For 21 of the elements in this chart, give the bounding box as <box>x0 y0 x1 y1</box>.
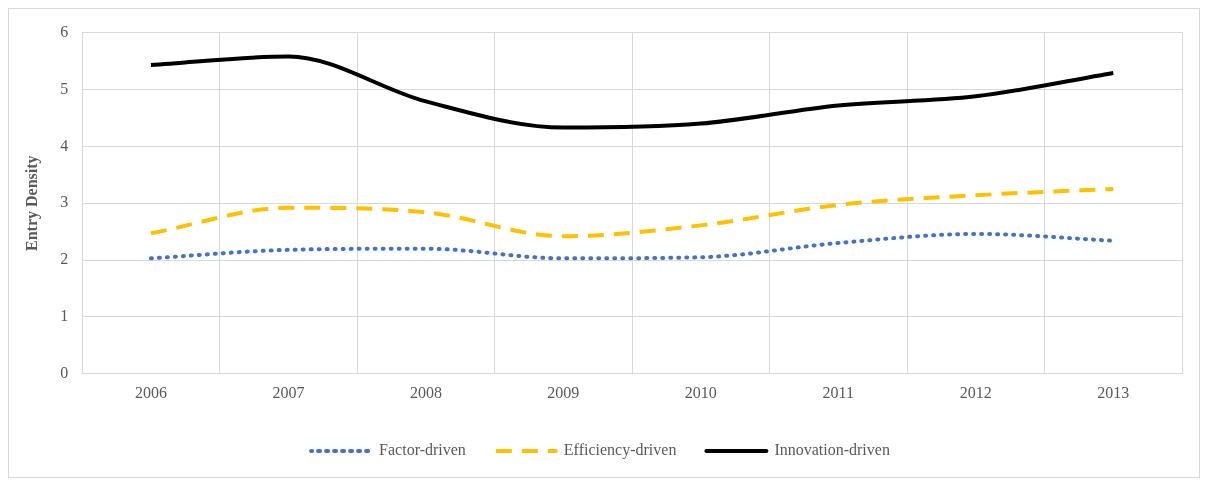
y-tick-label: 6 <box>60 22 69 40</box>
line-series <box>148 186 1116 239</box>
x-tick-label: 2013 <box>1097 383 1130 401</box>
x-tick-label: 2009 <box>547 383 580 401</box>
y-tick-label: 1 <box>60 307 69 325</box>
line-series <box>148 54 1116 130</box>
y-tick-label: 5 <box>60 79 69 97</box>
y-axis-title: Entry Density <box>22 155 41 251</box>
x-tick-label: 2006 <box>134 383 167 401</box>
y-tick-label: 2 <box>60 250 69 268</box>
x-tick-label: 2007 <box>272 383 305 401</box>
legend-label: Innovation-driven <box>774 441 890 459</box>
y-tick-label: 4 <box>60 136 69 154</box>
x-tick-label: 2011 <box>822 383 855 401</box>
y-tick-label: 0 <box>60 364 69 381</box>
x-tick-label: 2008 <box>409 383 442 401</box>
y-tick-label: 3 <box>60 193 69 211</box>
x-tick-label: 2012 <box>959 383 992 401</box>
legend-label: Factor-driven <box>379 441 466 459</box>
x-tick-label: 2010 <box>684 383 717 401</box>
legend-label: Efficiency-driven <box>563 441 677 460</box>
